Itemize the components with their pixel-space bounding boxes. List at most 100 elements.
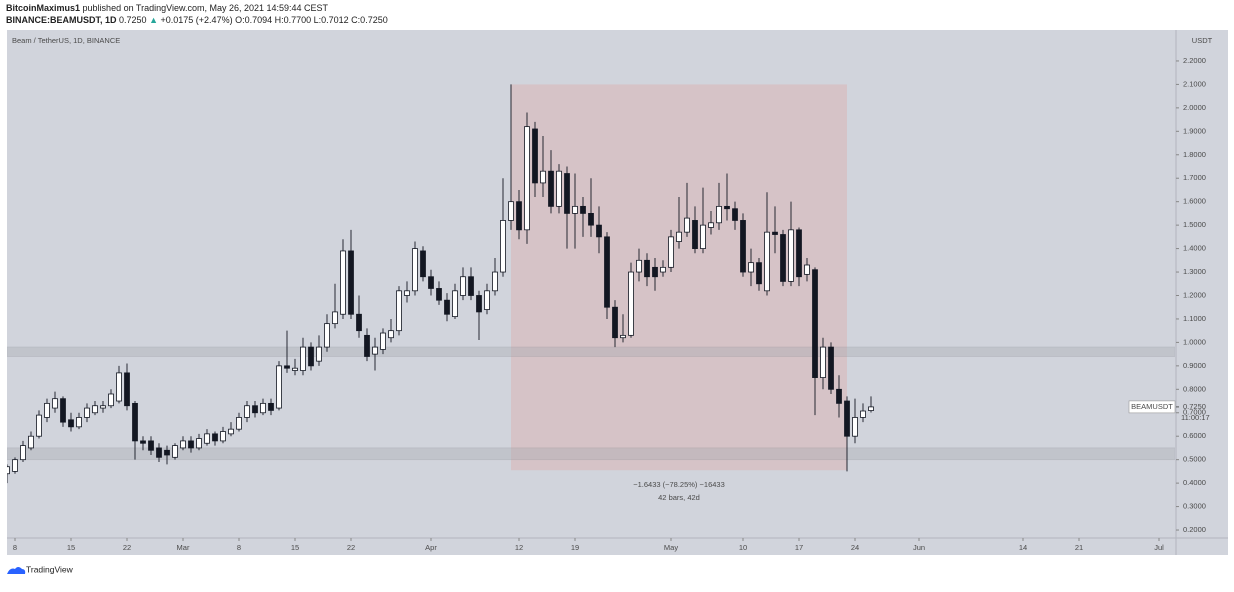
y-tick-label: 1.7000 [1183,173,1206,182]
x-tick-label: Mar [177,543,190,552]
candle-body [60,398,66,423]
y-tick-label: 1.2000 [1183,290,1206,299]
candle-body [276,365,282,409]
candle-body [7,466,10,475]
candle-body [588,213,594,226]
y-tick-label: 0.2000 [1183,525,1206,534]
candle-body [292,367,298,371]
header-line-1: BitcoinMaximus1 published on TradingView… [6,3,328,13]
y-tick-label: 1.6000 [1183,197,1206,206]
candle-body [372,346,378,355]
x-tick-label: Jul [1154,543,1164,552]
candle-body [340,250,346,315]
measure-box [511,84,847,471]
candle-body [540,170,546,184]
y-unit: USDT [1192,36,1213,45]
candle-body [676,231,682,242]
price: 0.7250 [119,15,147,25]
candle-body [636,259,642,273]
candle-body [708,222,714,228]
x-tick-label: 19 [571,543,579,552]
y-tick-label: 1.0000 [1183,337,1206,346]
chart-title: Beam / TetherUS, 1D, BINANCE [12,36,120,45]
x-tick-label: 12 [515,543,523,552]
candle-body [300,346,306,371]
y-tick-label: 1.1000 [1183,314,1206,323]
candle-body [156,447,162,458]
plot [7,84,1175,484]
candle-body [548,170,554,207]
candle-body [820,346,826,378]
candle-body [660,266,666,273]
x-tick-label: 8 [237,543,241,552]
candle-body [740,220,746,273]
candle-body [308,346,314,367]
countdown: 11:00:17 [1181,413,1210,422]
candle-body [76,417,82,428]
candle-body [348,250,354,315]
candle-body [844,400,850,437]
candle-body [516,201,522,231]
candle-body [716,205,722,224]
x-tick-label: Apr [425,543,437,552]
last-name-box [1128,400,1176,414]
x-tick-label: 10 [739,543,747,552]
candle-body [220,431,226,442]
ohlc: O:0.7094 H:0.7700 L:0.7012 C:0.7250 [235,15,388,25]
last-name: BEAMUSDT [1131,402,1173,411]
candle-body [92,405,98,414]
candle-body [452,290,458,318]
candle-body [532,128,538,184]
candle-body [692,220,698,249]
candle-body [852,417,858,437]
candle-body [644,259,650,278]
x-tick-label: 22 [347,543,355,552]
candle-body [332,311,338,325]
candle-body [316,346,322,362]
candle-body [868,406,874,411]
candle-body [804,264,810,275]
candle-body [388,330,394,339]
candle-body [20,445,26,461]
y-tick-label: 1.5000 [1183,220,1206,229]
candle-body [52,398,58,409]
candle-body [444,299,450,315]
candle-body [148,440,154,451]
y-tick-label: 0.9000 [1183,361,1206,370]
candle-body [164,449,170,456]
y-tick-label: 0.7000 [1183,408,1206,417]
candle-body [612,306,618,339]
candle-body [628,271,634,336]
candle-body [492,271,498,292]
x-tick-label: May [664,543,678,552]
candle-body [724,205,730,210]
candle-body [132,402,138,442]
published: published on TradingView.com, May 26, 20… [82,3,329,13]
candle-body [436,288,442,301]
candle-body [36,414,42,437]
candle-body [764,231,770,292]
x-tick-label: 21 [1075,543,1083,552]
y-tick-label: 1.3000 [1183,267,1206,276]
candle-body [228,428,234,435]
candle-body [652,266,658,278]
candle-body [860,410,866,418]
candle-body [212,433,218,442]
candle-body [140,440,146,444]
candle-body [572,205,578,214]
x-tick-label: 8 [13,543,17,552]
y-tick-label: 1.8000 [1183,150,1206,159]
y-tick-label: 2.2000 [1183,56,1206,65]
candle-body [508,201,514,221]
candle-body [28,435,34,449]
candle-body [468,276,474,296]
candle-body [732,208,738,221]
candle-body [380,332,386,350]
candle-body [204,433,210,444]
footer-brand: TradingView [26,564,74,574]
candle-body [412,248,418,292]
candle-body [236,417,242,430]
candle-body [684,217,690,233]
candle-body [700,224,706,249]
